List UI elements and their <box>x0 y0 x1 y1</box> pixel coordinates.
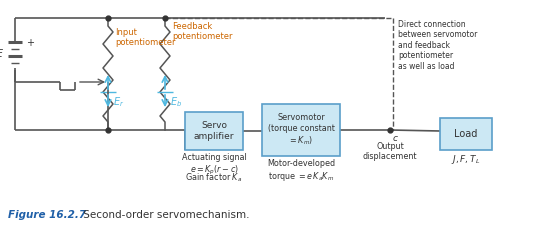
Text: Gain factor $K_a$: Gain factor $K_a$ <box>185 172 243 185</box>
Text: $E_r$: $E_r$ <box>113 95 124 109</box>
Text: Figure 16.2.7: Figure 16.2.7 <box>8 210 86 220</box>
Text: Load: Load <box>455 129 478 139</box>
Text: Motor-developed
torque $= e\,K_a K_m$: Motor-developed torque $= e\,K_a K_m$ <box>267 159 335 183</box>
Text: $J, F, T_L$: $J, F, T_L$ <box>451 153 481 166</box>
Text: Servomotor
(torque constant
$= K_m$): Servomotor (torque constant $= K_m$) <box>267 113 334 147</box>
Text: Input
potentiometer: Input potentiometer <box>115 28 175 47</box>
Text: E: E <box>0 49 3 59</box>
Text: +: + <box>26 38 34 48</box>
Text: $E_b$: $E_b$ <box>170 95 182 109</box>
Text: Feedback
potentiometer: Feedback potentiometer <box>172 22 233 41</box>
Text: Servo
amplifier: Servo amplifier <box>193 121 234 141</box>
Bar <box>440 118 492 150</box>
Bar <box>185 112 243 150</box>
Text: Output
displacement: Output displacement <box>363 142 417 161</box>
Text: Direct connection
between servomotor
and feedback
potentiometer
as well as load: Direct connection between servomotor and… <box>398 20 478 71</box>
Text: $c$: $c$ <box>392 134 399 143</box>
Bar <box>262 104 340 156</box>
Text: Second-order servomechanism.: Second-order servomechanism. <box>80 210 249 220</box>
Text: Actuating signal
$e = K_p(r - c)$: Actuating signal $e = K_p(r - c)$ <box>182 153 247 177</box>
